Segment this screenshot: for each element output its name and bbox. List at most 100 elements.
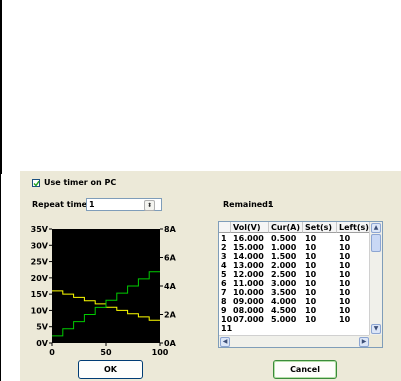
table-header: Vol(V) Cur(A) Set(s) Left(s) <box>219 222 371 234</box>
repeat-times-label: Repeat times <box>32 200 92 209</box>
row-number-header <box>219 222 231 233</box>
remained-value: 1 <box>268 200 274 209</box>
table-cell: 1.500 <box>271 252 297 261</box>
column-header[interactable]: Set(s) <box>303 222 337 233</box>
row-number: 11 <box>221 324 233 333</box>
table-cell: 13.000 <box>233 261 264 270</box>
column-header[interactable]: Vol(V) <box>231 222 269 233</box>
table-cell: 15.000 <box>233 243 264 252</box>
table-row[interactable]: 2 15.000 1.000 10 10 <box>219 243 369 252</box>
checkmark-icon <box>33 180 40 187</box>
table-row[interactable]: 3 14.000 1.500 10 10 <box>219 252 369 261</box>
y-left-tick-label: 25V <box>31 258 49 267</box>
scroll-thumb[interactable] <box>371 234 381 252</box>
table-row[interactable]: 8 09.000 4.000 10 10 <box>219 297 369 306</box>
row-number: 10 <box>221 315 233 324</box>
table-cell: 10 <box>339 288 351 297</box>
table-cell: 09.000 <box>233 297 264 306</box>
table-row[interactable]: 6 11.000 3.000 10 10 <box>219 279 369 288</box>
arrow-up-icon[interactable]: ▲ <box>371 223 381 233</box>
table-cell: 10 <box>305 315 317 324</box>
remained-label: Remained: <box>223 200 272 209</box>
row-number: 2 <box>221 243 227 252</box>
table-cell: 10 <box>305 261 317 270</box>
y-right-tick-label: 4A <box>164 282 177 291</box>
x-tick-label: 100 <box>152 348 169 357</box>
y-right-tick-label: 8A <box>164 225 177 234</box>
arrow-left-icon[interactable]: ◀ <box>220 337 230 347</box>
table-cell: 2.000 <box>271 261 297 270</box>
cancel-button[interactable]: Cancel <box>273 360 337 379</box>
up-down-arrows-icon[interactable]: ⬍ <box>144 200 155 211</box>
table-cell: 10 <box>339 234 351 243</box>
window-edge-lower <box>0 174 1 381</box>
table-cell: 10 <box>339 297 351 306</box>
table-cell: 10 <box>305 252 317 261</box>
table-cell: 10 <box>305 288 317 297</box>
table-cell: 10 <box>339 270 351 279</box>
table-cell: 10 <box>305 297 317 306</box>
table-cell: 10 <box>305 234 317 243</box>
y-left-tick-label: 5V <box>36 323 49 332</box>
voltage-current-chart: 35V 30V 25V 20V 15V 10V 5V 0V 8A 6A 4A 2A 0A 0 50 100 <box>31 225 177 357</box>
table-row[interactable]: 7 10.000 3.500 10 10 <box>219 288 369 297</box>
table-row[interactable]: 10 07.000 5.000 10 10 <box>219 315 369 324</box>
table-cell: 1.000 <box>271 243 297 252</box>
table-row[interactable]: 9 08.000 4.500 10 10 <box>219 306 369 315</box>
table-cell: 10 <box>339 252 351 261</box>
table-row[interactable]: 4 13.000 2.000 10 10 <box>219 261 369 270</box>
row-number: 6 <box>221 279 227 288</box>
use-timer-label: Use timer on PC <box>44 178 117 187</box>
column-header[interactable]: Cur(A) <box>269 222 303 233</box>
row-number: 5 <box>221 270 227 279</box>
current-step-line <box>52 271 160 337</box>
y-left-tick-label: 30V <box>31 241 49 250</box>
table-cell: 08.000 <box>233 306 264 315</box>
row-number: 8 <box>221 297 227 306</box>
table-cell: 10.000 <box>233 288 264 297</box>
y-left-tick-label: 20V <box>31 274 49 283</box>
table-cell: 0.500 <box>271 234 297 243</box>
row-number: 1 <box>221 234 227 243</box>
ok-button[interactable]: OK <box>78 360 143 379</box>
row-number: 7 <box>221 288 227 297</box>
repeat-times-spinbox[interactable]: 1 ⬍ <box>86 198 162 211</box>
table-cell: 10 <box>305 306 317 315</box>
table-cell: 10 <box>339 315 351 324</box>
table-cell: 11.000 <box>233 279 264 288</box>
column-header[interactable]: Left(s) <box>337 222 371 233</box>
arrow-down-icon[interactable]: ▼ <box>371 324 381 334</box>
use-timer-checkbox[interactable] <box>32 179 40 187</box>
vertical-scrollbar[interactable]: ▲ ▼ <box>369 222 382 335</box>
table-cell: 2.500 <box>271 270 297 279</box>
table-row[interactable]: 1 16.000 0.500 10 10 <box>219 234 369 243</box>
row-number: 4 <box>221 261 227 270</box>
step-table[interactable]: Vol(V) Cur(A) Set(s) Left(s) 1 16.000 0.50… <box>218 221 383 348</box>
table-cell: 10 <box>305 243 317 252</box>
table-cell: 10 <box>339 306 351 315</box>
timer-dialog: Use timer on PC Repeat times 1 ⬍ Remaine… <box>20 171 401 381</box>
table-cell: 16.000 <box>233 234 264 243</box>
y-left-tick-label: 35V <box>31 225 49 234</box>
y-left-tick-label: 15V <box>31 290 49 299</box>
y-right-tick-label: 0A <box>164 339 177 348</box>
row-number: 9 <box>221 306 227 315</box>
y-right-tick-label: 6A <box>164 254 177 263</box>
window-edge <box>0 0 2 174</box>
horizontal-scrollbar[interactable]: ◀ ▶ <box>219 335 371 347</box>
arrow-right-icon[interactable]: ▶ <box>359 337 369 347</box>
scroll-corner <box>369 335 382 347</box>
table-cell: 3.000 <box>271 279 297 288</box>
table-cell: 10 <box>305 270 317 279</box>
table-cell: 12.000 <box>233 270 264 279</box>
table-row[interactable]: 5 12.000 2.500 10 10 <box>219 270 369 279</box>
x-tick-label: 50 <box>100 348 112 357</box>
table-cell: 4.000 <box>271 297 297 306</box>
repeat-times-value[interactable]: 1 <box>89 200 95 209</box>
y-right-tick-label: 2A <box>164 311 177 320</box>
table-cell: 3.500 <box>271 288 297 297</box>
table-cell: 4.500 <box>271 306 297 315</box>
table-row[interactable]: 11 <box>219 324 369 333</box>
y-left-tick-label: 0V <box>36 339 49 348</box>
row-number: 3 <box>221 252 227 261</box>
